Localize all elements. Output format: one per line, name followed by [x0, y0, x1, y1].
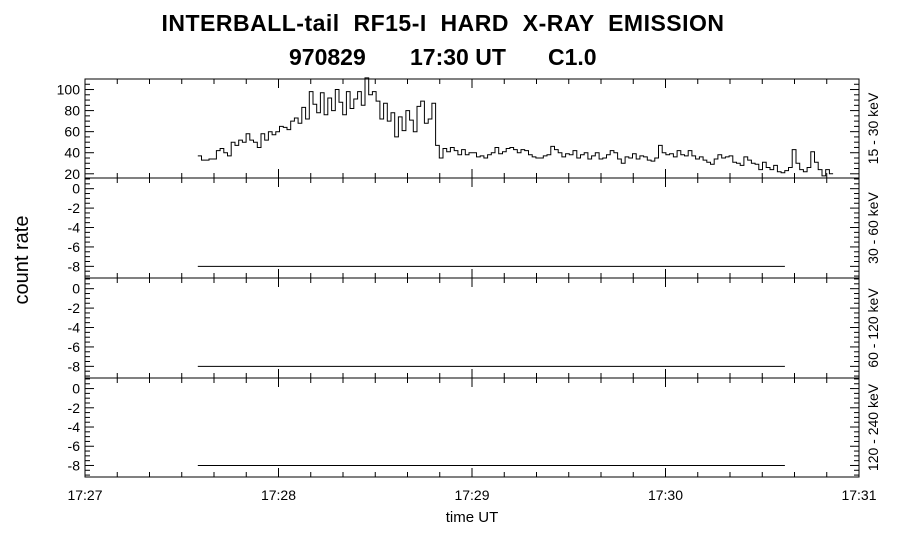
x-tick-label: 17:30: [648, 487, 683, 503]
panel-frame: [84, 177, 860, 279]
y-tick-label: -2: [68, 300, 81, 316]
y-tick-label: -6: [68, 438, 81, 454]
y-tick-label: -2: [68, 200, 81, 216]
y-tick-label: -8: [68, 457, 81, 473]
y-tick-label: 0: [72, 381, 80, 397]
y-tick-label: 40: [64, 145, 80, 161]
date-label: 970829: [289, 44, 366, 70]
y-tick-label: -4: [68, 419, 81, 435]
count-rate-series-15-30kev: [197, 77, 834, 177]
y-tick-label: -4: [68, 320, 81, 336]
x-tick-label: 17:28: [261, 487, 296, 503]
x-tick-label: 17:29: [454, 487, 489, 503]
y-axis-label: count rate: [11, 216, 33, 305]
energy-band-label: 120 - 240 keV: [865, 383, 881, 471]
y-tick-label: -2: [68, 400, 81, 416]
y-tick-label: 60: [64, 124, 80, 140]
y-tick-label: 20: [64, 166, 80, 182]
time-label: 17:30 UT: [410, 44, 506, 70]
energy-band-label: 60 - 120 keV: [865, 288, 881, 368]
y-tick-label: -8: [68, 258, 81, 274]
y-tick-label: -6: [68, 239, 81, 255]
x-tick-label: 17:31: [841, 487, 876, 503]
panel-frame: [84, 377, 860, 478]
y-tick-label: 80: [64, 103, 80, 119]
panel-frame: [84, 78, 860, 179]
y-tick-label: -8: [68, 358, 81, 374]
x-tick-label: 17:27: [67, 487, 102, 503]
y-tick-label: -6: [68, 339, 81, 355]
chart-title: INTERBALL-tail RF15-I HARD X-RAY EMISSIO…: [161, 10, 725, 36]
y-tick-label: 0: [72, 281, 80, 297]
energy-band-label: 15 - 30 keV: [865, 92, 881, 164]
y-tick-label: 0: [72, 181, 80, 197]
flare-class-label: C1.0: [548, 44, 597, 70]
y-tick-label: 100: [57, 82, 81, 98]
y-tick-label: -4: [68, 220, 81, 236]
panel-frame: [84, 277, 860, 379]
energy-band-label: 30 - 60 keV: [865, 192, 881, 264]
x-axis-label: time UT: [446, 509, 499, 526]
